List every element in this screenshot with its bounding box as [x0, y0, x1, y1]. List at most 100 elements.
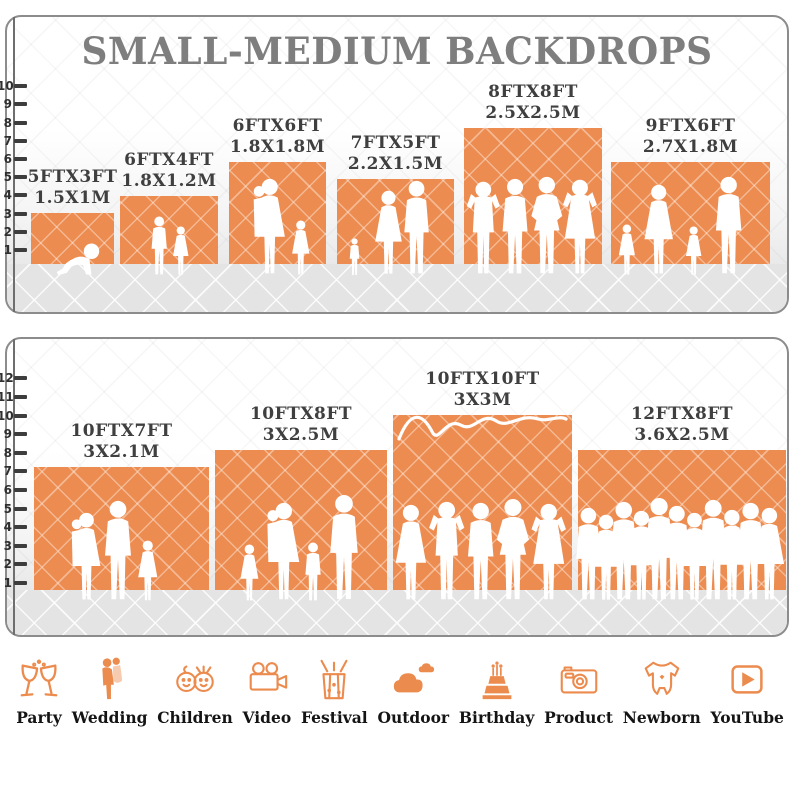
ruler-tick — [14, 581, 27, 585]
backdrop-rect — [611, 162, 770, 275]
ruler-tick — [14, 102, 27, 107]
size-ft-text: 5FTX3FT — [27, 167, 118, 187]
backdrop-rect — [120, 196, 218, 275]
man-silhouette — [502, 178, 528, 274]
size-ft-text: 10FTX8FT — [249, 404, 353, 424]
floor-strip — [7, 590, 787, 635]
woman-baby-silhouette — [253, 178, 285, 274]
size-ft-text: 9FTX6FT — [645, 116, 736, 136]
ruler-tick — [14, 506, 27, 511]
ruler-tick — [14, 488, 27, 492]
backdrop-rect — [464, 128, 602, 274]
ruler-tick — [14, 157, 27, 161]
ruler-tick — [14, 193, 27, 198]
people-silhouettes — [618, 176, 742, 275]
ruler-tick — [14, 229, 27, 234]
woman-silhouette — [240, 544, 259, 601]
ruler-tick — [14, 120, 27, 125]
people-silhouettes — [576, 497, 785, 600]
category-label: Birthday — [458, 708, 535, 727]
ruler-number: 6 — [3, 483, 12, 497]
category-label: Video — [242, 708, 292, 727]
woman-silhouette — [375, 190, 402, 274]
category-item-birthday: Birthday — [459, 656, 534, 727]
woman-arms-up-silhouette — [562, 179, 597, 274]
people-silhouettes — [253, 178, 310, 275]
woman-silhouette — [644, 184, 673, 274]
backdrop-size-label: 9FTX6FT 2.7X1.8M — [611, 116, 771, 158]
people-silhouettes — [395, 498, 567, 600]
outdoor-icon — [390, 656, 436, 702]
category-item-wedding: Wedding — [72, 656, 147, 727]
man-hips-silhouette — [531, 176, 563, 274]
backdrop-rect — [34, 467, 209, 601]
woman-silhouette — [292, 220, 310, 275]
newborn-icon — [639, 656, 685, 702]
backdrop-rect — [229, 162, 326, 275]
people-silhouettes — [349, 180, 429, 275]
man-silhouette — [349, 238, 360, 275]
ruler-number: 11 — [0, 390, 14, 404]
backdrop-size-label: 6FTX4FT 1.8X1.2M — [89, 150, 249, 192]
baby-silhouette — [56, 243, 100, 276]
ruler-tick — [14, 248, 27, 252]
ruler-number: 2 — [3, 557, 12, 572]
party-icon — [16, 656, 62, 702]
ruler-number: 6 — [3, 152, 12, 166]
woman-silhouette — [173, 226, 189, 275]
small-medium-panel: SMALL-MEDIUM BACKDROPS 1 2 3 4 5 6 7 8 9 10 5FTX3F… — [0, 15, 789, 314]
man-arms-up-silhouette — [466, 181, 500, 274]
size-m-text: 3.6X2.5M — [634, 425, 730, 445]
category-row: Party Wedding Children Video Festival Outdoor… — [0, 656, 800, 727]
category-item-festival: Festival — [301, 656, 368, 727]
ruler-tick — [14, 376, 27, 381]
woman-silhouette — [618, 224, 635, 275]
man-hips-silhouette — [496, 498, 530, 600]
man-silhouette — [151, 216, 167, 275]
ruler-number: 5 — [3, 170, 12, 185]
ruler-number: 2 — [3, 224, 12, 239]
ruler-number: 8 — [3, 445, 12, 460]
man-silhouette — [467, 502, 494, 600]
woman-silhouette — [685, 226, 702, 275]
ruler-number: 9 — [3, 427, 12, 442]
birthday-icon — [474, 656, 520, 702]
man-silhouette — [330, 494, 358, 600]
ruler-number: 10 — [0, 408, 14, 423]
man-silhouette — [305, 542, 321, 601]
ruler-number: 3 — [3, 538, 12, 553]
backdrop-rect — [31, 213, 114, 276]
backdrop-rect — [576, 450, 786, 600]
ruler-tick — [14, 138, 27, 143]
backdrop-rect — [215, 450, 387, 601]
backdrop-rect — [393, 415, 572, 600]
backdrop-size-label: 12FTX8FT 3.6X2.5M — [602, 404, 762, 446]
category-item-product: Product — [544, 656, 613, 727]
size-ft-text: 12FTX8FT — [630, 404, 734, 424]
people-silhouettes — [240, 494, 358, 601]
category-item-party: Party — [16, 656, 62, 727]
ruler-tick — [14, 543, 27, 548]
size-m-text: 3X2.5M — [262, 425, 340, 445]
category-item-children: Children — [157, 656, 233, 727]
man-silhouette — [105, 500, 131, 600]
people-silhouettes — [466, 176, 597, 274]
category-item-outdoor: Outdoor — [377, 656, 449, 727]
ruler-line — [13, 17, 15, 312]
page-title: SMALL-MEDIUM BACKDROPS — [81, 29, 713, 73]
man-silhouette — [715, 176, 742, 274]
woman-baby-silhouette — [71, 512, 101, 600]
woman-silhouette — [754, 507, 785, 600]
ruler-number: 4 — [3, 188, 12, 203]
ruler-tick — [14, 84, 27, 89]
ruler-number: 10 — [0, 79, 14, 94]
size-m-text: 1.8X1.2M — [121, 171, 217, 191]
size-ft-text: 6FTX4FT — [124, 150, 214, 170]
size-ft-text: 10FTX7FT — [70, 421, 173, 441]
size-ft-text: 10FTX10FT — [425, 369, 540, 389]
ruler-number: 7 — [3, 133, 12, 148]
backdrop-size-label: 5FTX3FT 1.5X1M — [0, 167, 153, 209]
size-m-text: 1.5X1M — [34, 188, 111, 208]
ruler-number: 5 — [3, 501, 12, 516]
